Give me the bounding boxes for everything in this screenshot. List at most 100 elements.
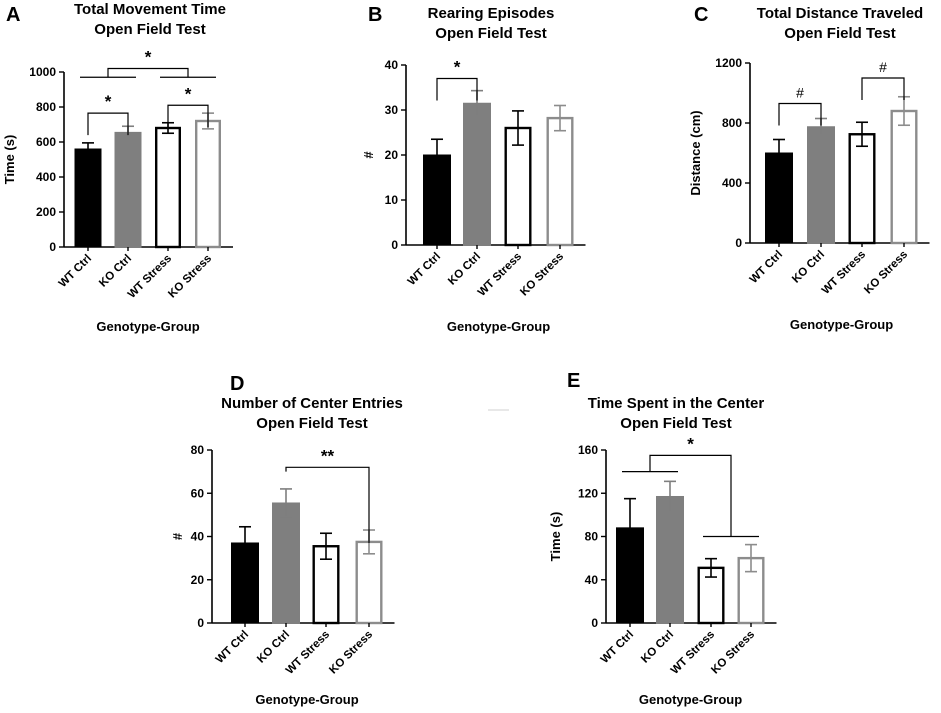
chart-title-line: Rearing Episodes (428, 5, 555, 22)
x-category-label: WT Stress (284, 629, 332, 677)
panel-letter: E (567, 370, 580, 392)
panel-letter: A (6, 4, 20, 26)
y-tick-label: 600 (36, 135, 56, 149)
x-category-label: KO Ctrl (446, 251, 483, 288)
y-tick-label: 80 (191, 443, 205, 457)
y-tick-label: 60 (191, 486, 205, 500)
x-category-label: WT Stress (476, 251, 524, 299)
significance-bracket (285, 466, 370, 543)
y-tick-label: 120 (578, 486, 598, 500)
chart-title-line: Open Field Test (620, 415, 731, 432)
y-tick-label: 400 (36, 170, 56, 184)
x-category-label: WT Ctrl (599, 629, 636, 666)
bar-ko-stress (355, 540, 383, 625)
y-tick-label: 800 (722, 116, 742, 130)
chart-panel-b: B Rearing Episodes Open Field Test 0 10 20 30 4… (361, 4, 586, 334)
x-category-label: KO Ctrl (97, 253, 134, 290)
chart-title-line: Total Distance Traveled (757, 5, 923, 22)
y-axis-label: Time (s) (2, 135, 17, 185)
y-axis-label: # (361, 151, 376, 159)
y-tick-label: 160 (578, 443, 598, 457)
y-tick-label: 10 (385, 193, 399, 207)
x-category-label: KO Ctrl (255, 629, 292, 666)
x-category-label: WT Ctrl (406, 251, 443, 288)
bar-ko-ctrl (114, 131, 142, 248)
significance-bracket (87, 112, 129, 136)
group-bracket (107, 67, 189, 78)
y-tick-label: 0 (49, 240, 56, 254)
significance-bracket (167, 104, 209, 128)
significance-bracket (861, 77, 905, 100)
y-tick-label: 40 (385, 58, 399, 72)
chart-title-line: Open Field Test (784, 25, 895, 42)
x-category-label: WT Ctrl (214, 629, 251, 666)
y-tick-label: 400 (722, 176, 742, 190)
y-axis-label: Time (s) (548, 512, 563, 562)
bar-ko-ctrl (656, 495, 684, 624)
significance-label: * (687, 434, 694, 453)
chart-panel-e: E Time Spent in the Center Open Field Test… (548, 370, 777, 707)
significance-label: # (879, 59, 887, 75)
y-tick-label: 30 (385, 103, 399, 117)
y-tick-label: 20 (385, 148, 399, 162)
significance-label: ** (321, 446, 335, 465)
x-axis-label: Genotype-Group (96, 319, 199, 334)
bar-ko-ctrl (463, 102, 491, 246)
bar-ko-stress (890, 109, 918, 245)
y-tick-label: 80 (585, 530, 599, 544)
chart-title-line: Open Field Test (256, 415, 367, 432)
bar-ko-stress (194, 119, 221, 249)
y-tick-label: 20 (191, 573, 205, 587)
x-category-label: WT Stress (820, 249, 868, 297)
y-tick-label: 40 (191, 530, 205, 544)
chart-panel-c: C Total Distance Traveled Open Field Test 0… (688, 4, 930, 332)
y-tick-label: 40 (585, 573, 599, 587)
chart-title-line: Open Field Test (94, 21, 205, 38)
y-axis-label: # (170, 532, 185, 540)
x-axis-label: Genotype-Group (639, 692, 742, 707)
y-tick-label: 800 (36, 100, 56, 114)
significance-bracket (778, 102, 822, 126)
y-tick-label: 1200 (715, 56, 742, 70)
bar-ko-ctrl (272, 502, 300, 624)
x-axis-label: Genotype-Group (255, 692, 358, 707)
chart-title-line: Open Field Test (435, 25, 546, 42)
x-axis-label: Genotype-Group (790, 317, 893, 332)
chart-panel-a: A Total Movement Time Open Field Test 0 200 4… (2, 1, 233, 334)
y-tick-label: 0 (197, 616, 204, 630)
chart-title-line: Time Spent in the Center (588, 395, 765, 412)
chart-title-line: Total Movement Time (74, 1, 226, 18)
x-category-label: KO Ctrl (790, 249, 827, 286)
y-tick-label: 1000 (29, 65, 56, 79)
significance-label: # (796, 85, 804, 101)
bar-ko-stress (546, 116, 574, 247)
significance-label: * (105, 92, 112, 111)
bar-wt-ctrl (74, 148, 102, 248)
x-axis-label: Genotype-Group (447, 319, 550, 334)
significance-bracket (436, 77, 478, 101)
y-axis-label: Distance (cm) (688, 110, 703, 195)
panel-letter: C (694, 4, 708, 26)
group-bracket (649, 454, 732, 537)
y-tick-label: 200 (36, 205, 56, 219)
x-category-label: WT Ctrl (748, 249, 785, 286)
x-category-label: WT Ctrl (57, 253, 94, 290)
x-category-label: KO Stress (166, 253, 214, 301)
bar-ko-ctrl (807, 126, 835, 244)
bar-wt-stress (848, 133, 876, 245)
significance-label: * (185, 84, 192, 103)
y-tick-label: 0 (391, 238, 398, 252)
significance-label: * (454, 58, 461, 77)
panel-letter: B (368, 4, 382, 26)
y-tick-label: 0 (591, 616, 598, 630)
x-category-label: KO Stress (862, 249, 910, 297)
x-category-label: KO Stress (709, 629, 757, 677)
chart-title-line: Number of Center Entries (221, 395, 403, 412)
bar-wt-stress (154, 126, 181, 249)
x-category-label: KO Ctrl (639, 629, 676, 666)
panel-letter: D (230, 373, 244, 395)
center-mark-text: — (485, 413, 486, 415)
y-tick-label: 0 (735, 236, 742, 250)
bar-wt-stress (504, 126, 532, 247)
